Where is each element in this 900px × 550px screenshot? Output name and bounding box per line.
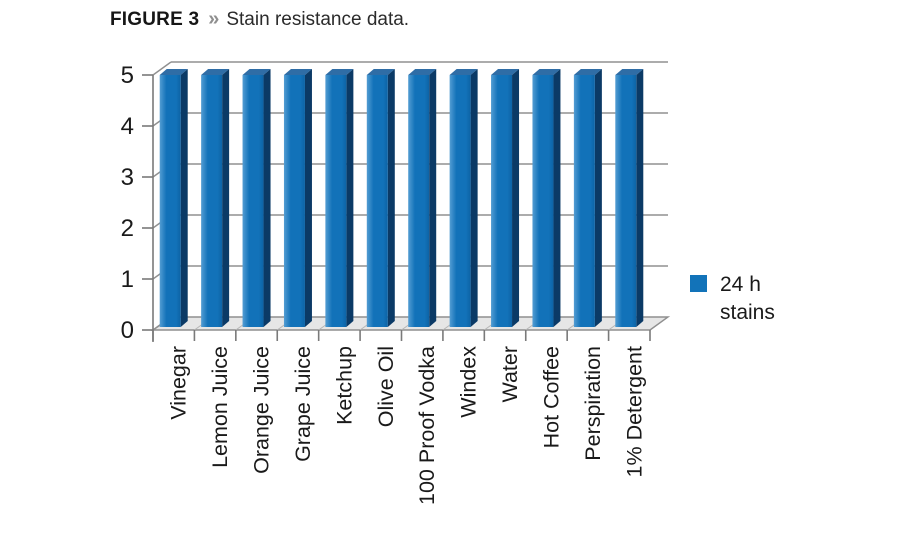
bar-side-face — [429, 69, 437, 327]
x-axis-category-label: 1% Detergent — [622, 346, 646, 477]
bar-side-face — [470, 69, 478, 327]
bar-side-face — [636, 69, 644, 327]
bar — [408, 75, 430, 327]
bar — [532, 75, 554, 327]
bar-top-face — [283, 69, 312, 75]
bar — [449, 75, 471, 327]
bar-side-face — [304, 69, 312, 327]
legend-label-line1: 24 h — [720, 273, 761, 296]
bar-side-face — [594, 69, 602, 327]
y-axis-tick-label: 3 — [121, 164, 134, 191]
bar-top-face — [449, 69, 478, 75]
bar-top-face — [408, 69, 437, 75]
figure-label: FIGURE 3 — [110, 9, 200, 30]
bar-side-face — [263, 69, 271, 327]
x-axis-category-label: Vinegar — [167, 346, 191, 420]
x-axis-category-label: Orange Juice — [250, 346, 274, 474]
x-axis-category-label: Perspiration — [581, 346, 605, 461]
y-axis-tick-label: 5 — [121, 62, 134, 89]
figure-caption: Stain resistance data. — [226, 9, 410, 30]
y-axis-tick-label: 2 — [121, 215, 134, 242]
bar — [366, 75, 388, 327]
bar — [201, 75, 223, 327]
x-axis-category-label: Water — [498, 346, 522, 403]
bar-top-face — [491, 69, 520, 75]
bar-top-face — [366, 69, 395, 75]
x-axis-category-label: Windex — [457, 346, 481, 418]
legend-color-swatch — [690, 275, 707, 292]
x-axis-category-label: Hot Coffee — [539, 346, 563, 448]
bar — [573, 75, 595, 327]
bar-side-face — [553, 69, 561, 327]
x-axis-category-label: Olive Oil — [374, 346, 398, 427]
bar-side-face — [512, 69, 520, 327]
grid-corner-diagonal — [152, 61, 172, 76]
chevron-double-right-icon: » — [208, 8, 220, 30]
y-axis-tick-label: 4 — [121, 113, 134, 140]
legend-label-line2: stains — [720, 301, 775, 324]
x-axis-category-label: Ketchup — [332, 346, 356, 425]
bar — [283, 75, 305, 327]
x-axis-category-label: Grape Juice — [291, 346, 315, 462]
bar-side-face — [222, 69, 230, 327]
figure-header: FIGURE 3 » Stain resistance data. — [110, 6, 409, 33]
y-axis-tick-label: 0 — [121, 317, 134, 344]
x-axis-category-label: Lemon Juice — [208, 346, 232, 468]
chart-legend: 24 h stains — [690, 271, 775, 327]
bar-top-face — [242, 69, 271, 75]
bar-top-face — [159, 69, 188, 75]
bar-side-face — [387, 69, 395, 327]
bar — [615, 75, 637, 327]
legend-label: 24 h stains — [720, 271, 775, 327]
x-axis-category-label: 100 Proof Vodka — [415, 346, 439, 505]
y-axis-tick-label: 1 — [121, 266, 134, 293]
bar — [491, 75, 513, 327]
bar-top-face — [325, 69, 354, 75]
bar-top-face — [615, 69, 644, 75]
bar — [242, 75, 264, 327]
bar-top-face — [201, 69, 230, 75]
bar-top-face — [573, 69, 602, 75]
bar-top-face — [532, 69, 561, 75]
bar-side-face — [180, 69, 188, 327]
bar-side-face — [346, 69, 354, 327]
bar — [159, 75, 181, 327]
bar — [325, 75, 347, 327]
